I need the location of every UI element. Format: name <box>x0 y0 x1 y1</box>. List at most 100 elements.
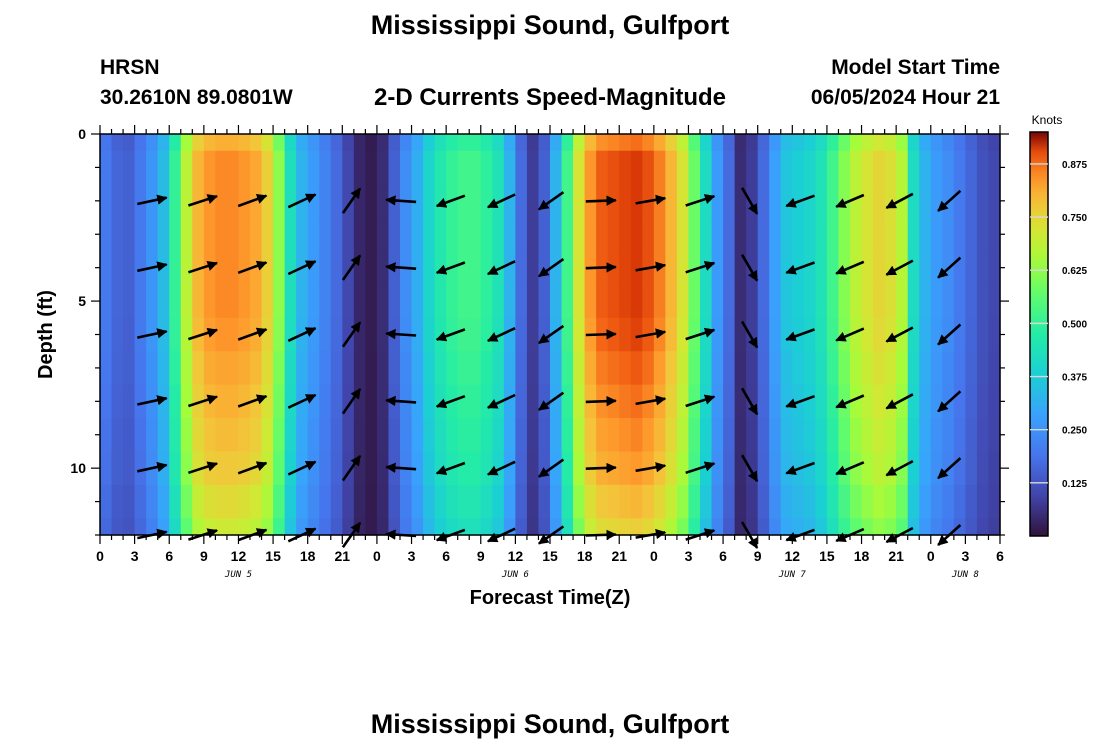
heat-cell <box>411 134 424 152</box>
heat-cell <box>169 284 182 319</box>
heat-cell <box>700 217 713 252</box>
heat-cell <box>861 184 874 219</box>
heat-cell <box>757 217 770 252</box>
heat-cell <box>988 484 1001 519</box>
heat-cell <box>261 284 274 319</box>
heat-cell <box>861 250 874 285</box>
heat-cell <box>826 250 840 285</box>
x-tick-label: 6 <box>996 548 1004 564</box>
heat-cell <box>434 250 447 285</box>
heat-cell <box>273 250 286 285</box>
heat-cell <box>400 217 413 252</box>
heat-cell <box>203 351 216 386</box>
heat-cell <box>665 451 678 486</box>
heat-cell <box>423 150 436 185</box>
current-vector-arrow <box>835 260 865 275</box>
heat-cell <box>734 134 747 152</box>
current-vector-arrow <box>635 328 667 339</box>
heat-cell <box>780 217 793 252</box>
heat-cell <box>873 184 886 219</box>
current-vector-arrow <box>187 260 218 274</box>
heat-cell <box>192 418 205 453</box>
heat-cell <box>123 184 136 219</box>
heat-cell <box>953 484 966 519</box>
heat-cell <box>503 484 516 519</box>
heat-cell <box>353 284 366 319</box>
heat-cell <box>157 217 170 252</box>
heat-cell <box>873 418 886 453</box>
heat-cell <box>953 134 966 152</box>
heat-cell <box>100 284 113 319</box>
heat-cell <box>353 484 366 519</box>
heat-cell <box>123 418 136 453</box>
heat-cell <box>769 150 782 185</box>
heat-cell <box>550 384 563 419</box>
x-tick-label: 18 <box>300 548 316 564</box>
heat-cell <box>757 184 770 219</box>
heat-cell <box>538 134 551 152</box>
heat-cell <box>700 150 713 185</box>
heat-cell <box>642 418 655 453</box>
heat-cell <box>584 484 597 519</box>
heat-cell <box>896 134 909 152</box>
heat-cell <box>169 484 182 519</box>
heat-cell <box>446 484 459 519</box>
heat-cell <box>526 134 540 152</box>
heat-cell <box>826 418 840 453</box>
heat-cell <box>884 150 897 185</box>
current-vector-arrow <box>885 393 914 410</box>
heat-cell <box>688 384 701 419</box>
heat-cell <box>688 484 701 519</box>
heat-cell <box>573 518 586 536</box>
current-vectors <box>137 187 962 549</box>
heat-cell <box>111 150 124 185</box>
heat-cell <box>873 250 886 285</box>
heat-cell <box>734 284 747 319</box>
heat-cell <box>757 418 770 453</box>
heat-cell <box>284 451 297 486</box>
heat-cell <box>757 518 770 536</box>
heat-cell <box>930 451 943 486</box>
heat-cell <box>642 134 655 152</box>
heat-cell <box>976 384 990 419</box>
heat-cell <box>769 184 782 219</box>
heat-cell <box>100 134 113 152</box>
heat-cell <box>388 418 401 453</box>
heat-cell <box>526 184 540 219</box>
heat-cell <box>330 134 343 152</box>
heat-cell <box>169 317 182 352</box>
heat-cell <box>538 150 551 185</box>
heat-cell <box>411 317 424 352</box>
heat-cell <box>146 484 159 519</box>
heat-cell <box>561 451 574 486</box>
current-vector-arrow <box>685 461 716 475</box>
heat-cell <box>884 351 897 386</box>
x-tick-label: 21 <box>611 548 627 564</box>
heat-cell <box>965 134 978 152</box>
heat-cell <box>388 217 401 252</box>
heat-cell <box>146 134 159 152</box>
heat-cell <box>457 451 470 486</box>
heat-cell <box>723 451 736 486</box>
heat-cell <box>550 317 563 352</box>
heat-cell <box>515 250 528 285</box>
heat-cell <box>261 217 274 252</box>
heat-cell <box>619 184 632 219</box>
heat-cell <box>203 418 216 453</box>
heat-cell <box>792 484 805 519</box>
heat-cell <box>561 484 574 519</box>
heat-cell <box>930 134 943 152</box>
heat-cell <box>492 484 505 519</box>
heat-cell <box>238 518 251 536</box>
heat-cell <box>584 284 597 319</box>
heat-cell <box>619 150 632 185</box>
current-vector-arrow <box>435 261 466 275</box>
heat-cell <box>423 217 436 252</box>
heat-cell <box>780 484 793 519</box>
heat-cell <box>711 384 724 419</box>
heat-cell <box>250 150 263 185</box>
heat-cell <box>515 184 528 219</box>
heat-cell <box>423 451 436 486</box>
heat-cell <box>319 134 332 152</box>
heat-cell <box>400 134 413 152</box>
